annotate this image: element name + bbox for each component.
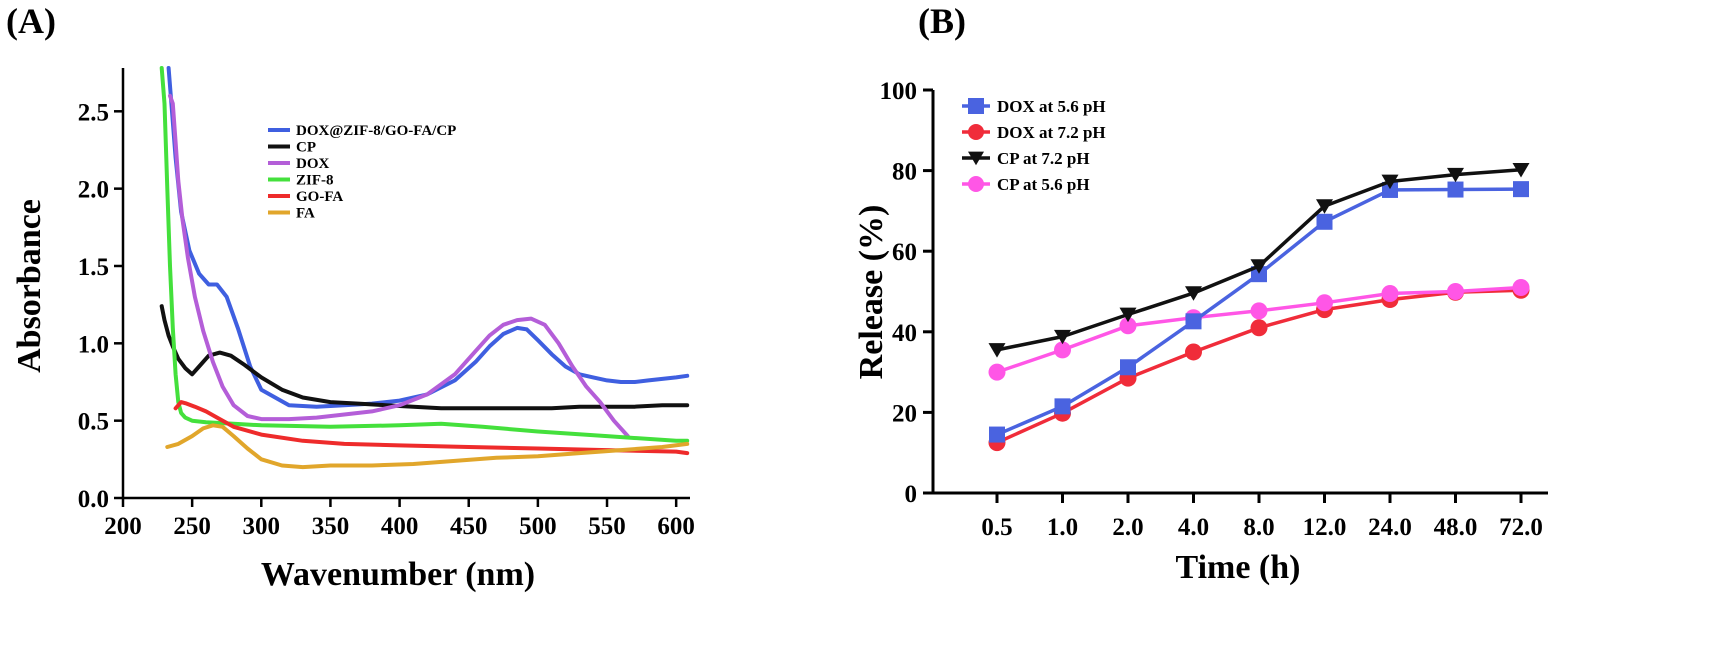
y-tick-label: 0.5 [78,409,109,436]
data-point-cp-at-5-6-ph [1250,302,1268,320]
data-point-dox-at-5-6-ph [989,426,1005,443]
x-tick-label: 8.0 [1243,514,1274,541]
series-line-cp [159,304,690,411]
data-point-cp-at-7-2-ph [1512,162,1530,178]
x-tick-label: 48.0 [1434,514,1478,541]
data-point-cp-at-7-2-ph [988,343,1006,358]
data-point-cp-at-7-2-ph [1447,167,1464,183]
y-tick-label: 0 [905,481,918,508]
data-point-cp-at-5-6-ph [1381,285,1399,303]
data-point-cp-at-5-6-ph [1054,341,1071,359]
y-tick-label: 40 [892,320,917,347]
x-tick-label: 400 [381,513,419,540]
legend-marker-dox-at-7-2-ph [968,124,984,140]
x-tick-label: 12.0 [1303,514,1347,541]
x-tick-label: 500 [519,513,557,540]
data-point-dox-at-7-2-ph [1185,343,1202,361]
series-line-dox-zif-8-go-fa-cp [166,66,690,409]
x-tick-label: 350 [312,513,350,540]
legend-label-cp: CP [296,140,316,156]
x-tick-label: 300 [243,513,281,540]
legend-label-dox-zif-8-go-fa-cp: DOX@ZIF-8/GO-FA/CP [296,123,456,139]
data-point-dox-at-5-6-ph [1120,359,1136,376]
data-point-cp-at-7-2-ph [1250,259,1268,274]
x-tick-label: 24.0 [1368,514,1412,541]
data-point-dox-at-5-6-ph [1382,181,1398,198]
x-tick-label: 72.0 [1499,514,1543,541]
legend-marker-dox-at-5-6-ph [968,98,984,114]
legend-label-zif-8: ZIF-8 [296,173,334,189]
y-tick-label: 20 [892,400,917,427]
data-point-cp-at-7-2-ph [1119,307,1137,323]
data-point-cp-at-7-2-ph [1316,199,1333,214]
legend-label-go-fa: GO-FA [296,189,343,205]
data-point-cp-at-5-6-ph [1512,278,1530,296]
absorbance-chart: 200 250 300 350 400 450 500 550 600 0.0 0.5 1.0 1.5 2… [11,66,695,593]
y-tick-label: 1.5 [78,254,109,281]
x-tick-label: 1.0 [1047,514,1078,541]
data-point-dox-at-5-6-ph [1316,213,1333,230]
x-tick-label: 450 [450,513,488,540]
legend-label-dox-at-7-2-ph: DOX at 7.2 pH [997,123,1106,142]
y-tick-label: 60 [892,239,917,266]
legend-label-dox: DOX [296,156,330,172]
y-tick-label: 0.0 [78,486,109,513]
x-tick-label: 0.5 [981,514,1012,541]
y-tick-label: 2.0 [78,177,109,204]
data-point-dox-at-7-2-ph [1250,319,1268,337]
data-point-cp-at-5-6-ph [1119,317,1137,335]
data-point-dox-at-5-6-ph [1251,266,1267,283]
x-tick-label: 200 [104,513,142,540]
x-tick-label: 250 [173,513,211,540]
y-axis-title-release: Release (%) [853,205,890,380]
x-tick-label: 600 [657,513,695,540]
legend-label-fa: FA [296,206,315,222]
series-line-zif-8 [159,66,690,443]
y-tick-label: 2.5 [78,99,109,126]
data-point-cp-at-7-2-ph [1185,286,1202,301]
series-line-dox [168,93,630,439]
data-point-dox-at-5-6-ph [1447,181,1464,198]
legend-marker-cp-at-7-2-ph [968,151,984,166]
series-line-go-fa [173,400,690,456]
data-point-dox-at-5-6-ph [1513,181,1529,198]
y-axis-title-absorbance: Absorbance [11,199,48,373]
x-tick-label: 550 [588,513,626,540]
series-line-fa [165,423,690,470]
x-tick-label: 4.0 [1178,514,1209,541]
x-axis-title-wavenumber: Wavenumber (nm) [261,556,535,593]
data-point-cp-at-5-6-ph [988,363,1006,381]
y-tick-label: 80 [892,159,917,186]
data-point-dox-at-5-6-ph [1054,398,1071,415]
data-point-cp-at-7-2-ph [1381,174,1399,190]
data-point-dox-at-5-6-ph [1185,313,1202,330]
x-axis-title-time: Time (h) [1176,549,1301,586]
y-tick-label: 100 [880,78,918,105]
legend-label-cp-at-5-6-ph: CP at 5.6 pH [997,175,1090,194]
legend-label-dox-at-5-6-ph: DOX at 5.6 pH [997,97,1106,116]
legend-marker-cp-at-5-6-ph [968,176,984,192]
data-point-cp-at-5-6-ph [1447,283,1464,300]
data-point-cp-at-7-2-ph [1054,329,1071,345]
release-chart: 0.5 1.0 2.0 4.0 8.0 12.0 24.0 48.0 72.0 0 20 40 60 80… [853,78,1548,586]
x-tick-label: 2.0 [1112,514,1143,541]
panel-label-b: (B) [918,1,966,41]
panel-label-a: (A) [6,1,56,41]
y-tick-label: 1.0 [78,331,109,358]
legend-label-cp-at-7-2-ph: CP at 7.2 pH [997,149,1090,168]
data-point-cp-at-5-6-ph [1316,294,1333,312]
